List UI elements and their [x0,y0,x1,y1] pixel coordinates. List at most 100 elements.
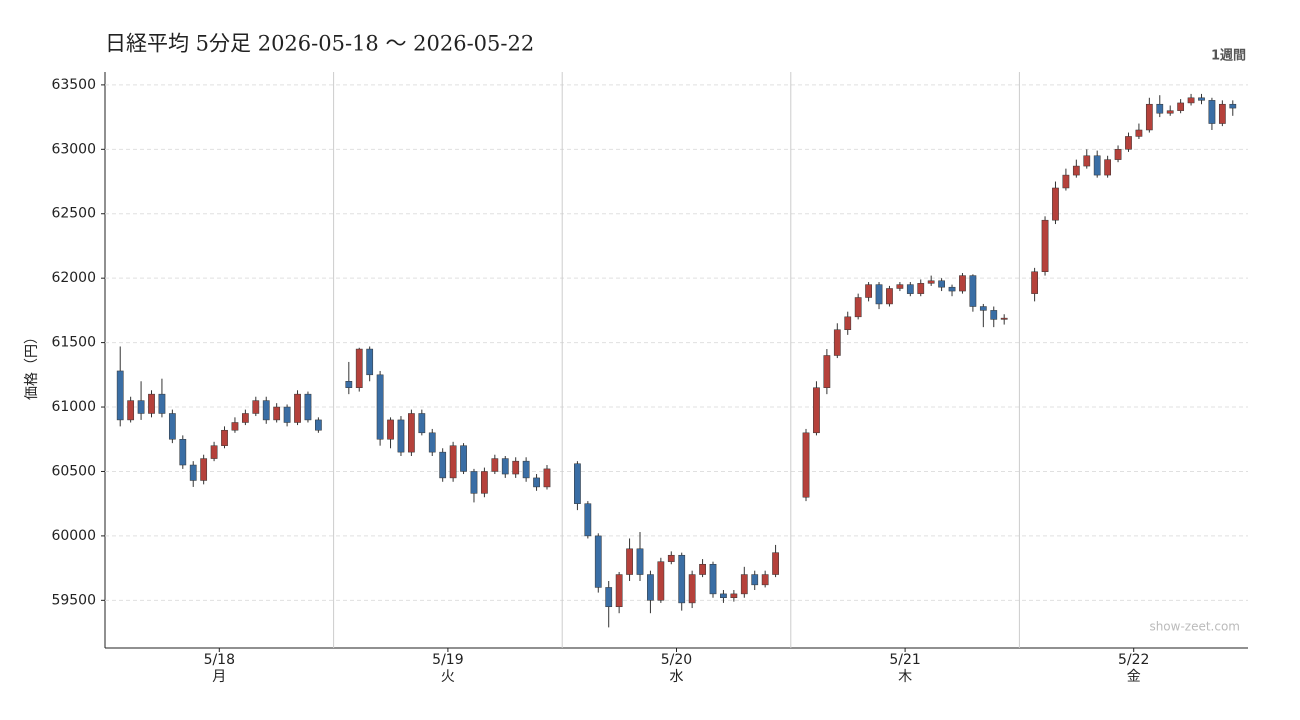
candle-body [626,548,633,575]
candle-body [574,463,581,504]
candle-body [200,458,208,481]
candle-body [231,422,239,431]
candle-body [137,400,145,414]
candle-body [252,400,260,414]
candle-body [959,275,966,292]
x-tick-weekday: 月 [212,669,226,685]
candle-body [1208,100,1216,124]
candle-body [315,419,322,431]
candle-body [886,288,893,305]
candle-body [460,445,467,472]
candle-body [168,413,176,440]
candle-body [1093,155,1101,176]
candle-body [1166,110,1174,114]
candle-body [1062,174,1070,189]
candle-body [116,370,124,421]
candle-body [127,400,135,421]
candle-body [512,460,520,475]
y-tick-label: 60000 [51,528,96,544]
candle-body [1177,102,1185,111]
candle-body [647,574,654,601]
candle-body [501,458,509,475]
candle-body [979,306,987,311]
candle-body [148,393,155,414]
candle-body [761,574,769,586]
candle-body [283,406,291,423]
candle-body [896,284,904,289]
candle-body [772,552,779,575]
candle-body [1218,103,1226,124]
candle-body [1000,317,1008,320]
candle-body [938,280,945,288]
candle-body [906,284,914,294]
candle-body [189,464,197,481]
candle-body [179,438,187,466]
candle-body [1083,155,1091,167]
candle-body [241,413,249,423]
candle-body [522,460,530,479]
candle-body [740,574,748,595]
candle-body [262,400,270,421]
candle-body [854,297,862,318]
x-tick-label: 5/22 [1118,652,1149,668]
y-tick-label: 63000 [51,141,96,157]
candle-body [1198,97,1205,101]
candle-body [1229,103,1237,109]
candle-body [397,419,405,453]
candle-body [439,451,447,479]
candle-body [917,283,925,294]
candle-body [481,471,488,494]
candle-body [875,284,883,305]
x-tick-weekday: 木 [898,669,912,685]
candle-body [657,561,665,601]
candle-body [720,593,727,598]
x-tick-label: 5/20 [661,652,692,668]
candle-body [636,548,644,575]
candle-body [366,348,374,376]
candle-body [1114,149,1122,160]
candle-body [1041,219,1049,272]
candle-body [1135,129,1143,137]
candle-body [678,554,686,604]
candle-body [221,429,228,446]
candle-body [294,393,301,423]
candle-body [158,393,166,414]
candle-body [969,275,977,307]
y-axis-label: 価格（円） [24,330,40,400]
y-tick-label: 59500 [51,592,96,608]
y-tick-label: 62000 [51,270,96,286]
candle-body [948,286,956,292]
y-tick-label: 63500 [51,77,96,93]
candle-body [210,445,218,459]
candle-body [1031,271,1038,294]
candle-body [387,419,394,440]
x-tick-label: 5/19 [432,652,463,668]
candle-body [470,471,478,494]
y-tick-label: 62500 [51,206,96,222]
candle-body [428,432,436,453]
candle-body [865,284,872,298]
candle-body [813,387,820,434]
candle-body [927,280,935,284]
y-tick-label: 61000 [51,399,96,415]
candle-body [802,432,810,498]
candle-body [594,535,602,588]
x-tick-weekday: 金 [1127,669,1141,685]
candle-body [844,316,852,330]
candle-body [667,554,675,562]
candle-body [1145,103,1153,131]
candle-body [543,468,551,488]
x-tick-weekday: 水 [670,669,684,685]
candle-body [273,406,281,421]
candle-body [376,374,384,440]
candle-body [699,563,706,575]
candle-body [1187,97,1195,104]
candle-body [418,413,426,434]
x-tick-weekday: 火 [441,669,455,685]
candle-body [449,445,457,479]
candle-body [1156,103,1164,114]
candle-body [833,329,841,356]
candle-body [345,381,353,388]
candle-body [408,413,415,453]
